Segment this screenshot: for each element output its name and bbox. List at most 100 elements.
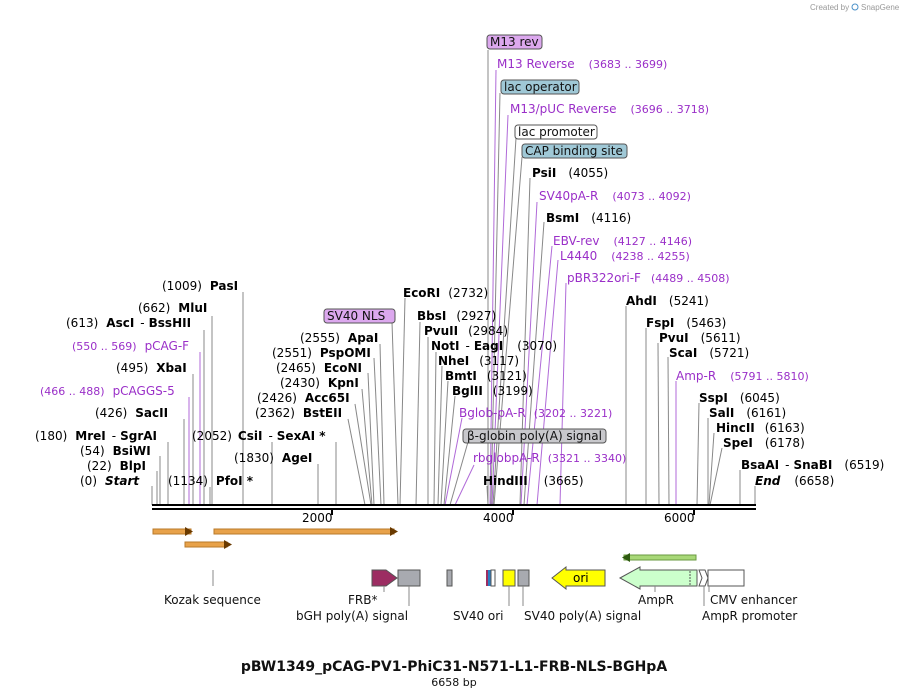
site-name: BstEII (303, 406, 342, 420)
orf-arrow-reverse[interactable] (623, 554, 697, 561)
lac-operator-box[interactable] (500, 79, 580, 95)
bgh-polya-feature[interactable] (397, 569, 421, 587)
m13-rev-box[interactable] (486, 34, 543, 50)
svg-text:(550 .. 569)pCAG-F: (550 .. 569) pCAG-F (72, 339, 189, 353)
site-name: KpnI (328, 376, 359, 390)
primer-range: (4127 .. 4146) (613, 235, 692, 248)
map-title: pBW1349_pCAG-PV1-PhiC31-N571-L1-FRB-NLS-… (241, 659, 667, 675)
svg-text:(54)BsiWI: (54) BsiWI (80, 444, 151, 458)
site-name: SacII (135, 406, 168, 420)
site-pos: (2465) (276, 361, 316, 375)
site-name: AhdI (626, 294, 657, 308)
site-name: BsmI (546, 211, 579, 225)
primer-name: pCAG-F (145, 339, 190, 353)
site-name: MluI (178, 301, 207, 315)
site-pos: (426) (95, 406, 127, 420)
m13-feature[interactable] (488, 570, 491, 586)
feature-track: ori (212, 565, 745, 606)
bgh-label: bGH poly(A) signal (296, 609, 408, 623)
svg-text:M13 Reverse(3683 .. 3699): M13 Reverse (3683 .. 3699) (497, 57, 667, 71)
site-pos: (3121) (487, 369, 527, 383)
svg-text:SalI(6161): SalI (6161) (709, 406, 786, 420)
lac-promoter-box[interactable] (514, 124, 598, 140)
site-pos: (3665) (544, 474, 584, 488)
sv40-ori-feature[interactable] (502, 569, 516, 587)
sv40-polya-feature[interactable] (517, 569, 530, 587)
ampr-promoter-feature[interactable] (698, 569, 709, 587)
svg-text:(2426)Acc65I: (2426) Acc65I (257, 391, 350, 405)
site-name: NotI (431, 339, 460, 353)
site-sep: - (785, 458, 789, 472)
svg-text:NheI(3117): NheI (3117) (438, 354, 519, 368)
beta-globin-box[interactable] (462, 428, 607, 444)
svg-text:PvuI(5611): PvuI (5611) (659, 331, 741, 345)
svg-text:M13/pUC Reverse(3696 .. 3718): M13/pUC Reverse (3696 .. 3718) (510, 102, 709, 116)
svg-text:EcoRI(2732): EcoRI (2732) (403, 286, 488, 300)
site-name: HindIII (483, 474, 528, 488)
cmv-enhancer-feature[interactable] (707, 569, 745, 587)
site-name: ApaI (348, 331, 378, 345)
ori-feature[interactable] (551, 565, 606, 591)
svg-text:(22)BlpI: (22) BlpI (87, 459, 146, 473)
frb-feature[interactable] (371, 569, 398, 587)
site-pos: (2927) (456, 309, 496, 323)
svg-text:(180)MreI-SgrAI: (180) MreI - SgrAI (35, 429, 157, 443)
sv40-nls-label: SV40 NLS (327, 309, 385, 323)
site-pos: (2732) (448, 286, 488, 300)
svg-text:(2551)PspOMI: (2551) PspOMI (272, 346, 371, 360)
site-name: PvuI (659, 331, 689, 345)
svg-text:BsmI(4116): BsmI (4116) (546, 211, 631, 225)
sv40-ori-label: SV40 ori (453, 609, 504, 623)
snapgene-brand: SnapGene (861, 3, 900, 12)
site-pos: (6163) (765, 421, 805, 435)
site-name: AgeI (282, 451, 312, 465)
svg-text:End(6658): End (6658) (755, 474, 834, 488)
created-by-credit: Created by (810, 3, 849, 12)
site-name: End (755, 474, 781, 488)
site-pos: (6161) (746, 406, 786, 420)
cap-feature[interactable] (490, 569, 496, 587)
beta-globin-feature[interactable] (446, 569, 453, 587)
site-pos: (0) (80, 474, 97, 488)
lac-feature[interactable] (486, 570, 488, 586)
ori-feature-label: ori (573, 571, 589, 585)
site-pos: (6045) (740, 391, 780, 405)
site-sep: - (112, 429, 116, 443)
site-pos: (5721) (709, 346, 749, 360)
site-sep: - (268, 429, 272, 443)
site-name: EcoRI (403, 286, 440, 300)
site-pos: (6519) (844, 458, 884, 472)
site-pos: (5611) (701, 331, 741, 345)
site-pos: (2430) (280, 376, 320, 390)
leader-lines (151, 50, 756, 506)
orf-arrow[interactable] (184, 541, 228, 548)
orf-arrow[interactable] (213, 528, 395, 535)
svg-text:BbsI(2927): BbsI (2927) (417, 309, 496, 323)
orf-arrows (152, 527, 697, 562)
site-name: SgrAI (120, 429, 157, 443)
left-sites: (1009) PasI (662) MluI (613) AscI - BssHII (5… (35, 279, 326, 488)
svg-text:rbglobpA-R(3321 .. 3340): rbglobpA-R (3321 .. 3340) (473, 451, 626, 465)
cap-binding-box[interactable] (521, 143, 628, 159)
svg-text:EBV-rev(4127 .. 4146): EBV-rev (4127 .. 4146) (553, 234, 692, 248)
site-name: PspOMI (320, 346, 371, 360)
site-name: CsiI (238, 429, 263, 443)
site-name: SexAI * (277, 429, 326, 443)
site-pos: (1830) (234, 451, 274, 465)
site-pos: (2426) (257, 391, 297, 405)
primer-name: EBV-rev (553, 234, 599, 248)
ruler-label-4000: 4000 (483, 511, 514, 525)
svg-text:(2430)KpnI: (2430) KpnI (280, 376, 359, 390)
site-pos: (3070) (517, 339, 557, 353)
svg-text:(1830)AgeI: (1830) AgeI (234, 451, 312, 465)
svg-text:(1009)PasI: (1009) PasI (162, 279, 238, 293)
site-name: Acc65I (305, 391, 350, 405)
sv40-nls-box[interactable] (323, 308, 396, 324)
primer-name: Bglob-pA-R (459, 406, 526, 420)
site-pos: (6178) (765, 436, 805, 450)
site-pos: (1134) (168, 474, 208, 488)
svg-text:(466 .. 488)pCAGGS-5: (466 .. 488) pCAGGS-5 (40, 384, 175, 398)
ampr-feature[interactable] (618, 566, 698, 590)
m13-rev-label: M13 rev (490, 35, 539, 49)
